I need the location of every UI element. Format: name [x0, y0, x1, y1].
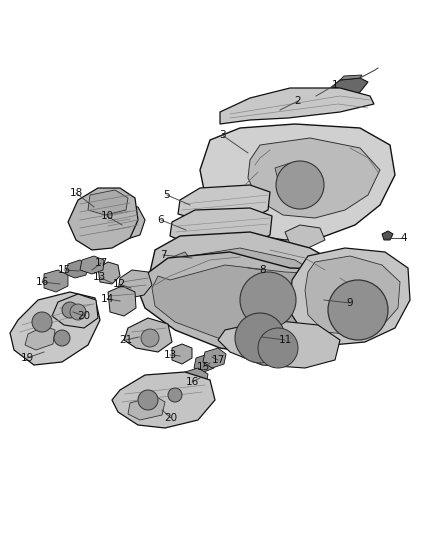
Text: 19: 19 — [21, 353, 34, 363]
Polygon shape — [98, 262, 120, 284]
Text: 17: 17 — [94, 258, 108, 268]
Text: 16: 16 — [35, 277, 49, 287]
Text: 5: 5 — [164, 190, 170, 200]
Circle shape — [276, 161, 324, 209]
Polygon shape — [194, 354, 216, 372]
Circle shape — [235, 313, 285, 363]
Text: 12: 12 — [113, 279, 126, 289]
Text: 20: 20 — [164, 413, 177, 423]
Polygon shape — [200, 124, 395, 240]
Polygon shape — [100, 205, 145, 240]
Polygon shape — [322, 78, 368, 102]
Circle shape — [32, 312, 52, 332]
Polygon shape — [382, 231, 393, 240]
Circle shape — [258, 328, 298, 368]
Circle shape — [141, 329, 159, 347]
Polygon shape — [305, 256, 400, 335]
Text: 13: 13 — [163, 350, 177, 360]
Polygon shape — [340, 75, 362, 80]
Circle shape — [54, 330, 70, 346]
Circle shape — [70, 304, 86, 320]
Text: 4: 4 — [401, 233, 407, 243]
Polygon shape — [124, 318, 172, 352]
Polygon shape — [220, 88, 374, 124]
Polygon shape — [108, 286, 136, 316]
Circle shape — [168, 388, 182, 402]
Polygon shape — [275, 163, 298, 180]
Text: 6: 6 — [158, 215, 164, 225]
Circle shape — [62, 302, 78, 318]
Text: 2: 2 — [295, 96, 301, 106]
Text: 7: 7 — [160, 250, 166, 260]
Text: 9: 9 — [347, 298, 353, 308]
Polygon shape — [290, 248, 410, 345]
Text: 3: 3 — [219, 130, 225, 140]
Polygon shape — [150, 232, 340, 328]
Polygon shape — [170, 208, 272, 246]
Polygon shape — [112, 372, 215, 428]
Polygon shape — [172, 248, 320, 318]
Text: 11: 11 — [279, 335, 292, 345]
Polygon shape — [152, 265, 370, 345]
Polygon shape — [25, 326, 55, 350]
Text: 16: 16 — [185, 377, 198, 387]
Polygon shape — [218, 320, 340, 368]
Polygon shape — [10, 292, 100, 365]
Polygon shape — [65, 260, 88, 278]
Text: 17: 17 — [212, 355, 225, 365]
Polygon shape — [203, 348, 226, 368]
Polygon shape — [128, 396, 165, 420]
Circle shape — [328, 280, 388, 340]
Text: 10: 10 — [100, 211, 113, 221]
Text: 21: 21 — [120, 335, 133, 345]
Polygon shape — [52, 294, 98, 328]
Polygon shape — [68, 188, 138, 250]
Text: 1: 1 — [332, 80, 338, 90]
Polygon shape — [183, 368, 208, 390]
Polygon shape — [88, 190, 128, 215]
Text: 20: 20 — [78, 311, 91, 321]
Text: 18: 18 — [69, 188, 83, 198]
Polygon shape — [170, 252, 195, 278]
Polygon shape — [172, 344, 192, 364]
Polygon shape — [118, 270, 152, 298]
Polygon shape — [248, 138, 380, 218]
Polygon shape — [138, 252, 380, 355]
Polygon shape — [285, 225, 325, 248]
Circle shape — [138, 390, 158, 410]
Polygon shape — [44, 270, 68, 292]
Text: 15: 15 — [57, 265, 71, 275]
Text: 14: 14 — [100, 294, 113, 304]
Polygon shape — [178, 185, 270, 220]
Polygon shape — [80, 256, 104, 274]
Circle shape — [240, 272, 296, 328]
Text: 8: 8 — [260, 265, 266, 275]
Text: 13: 13 — [92, 272, 106, 282]
Text: 15: 15 — [196, 362, 210, 372]
